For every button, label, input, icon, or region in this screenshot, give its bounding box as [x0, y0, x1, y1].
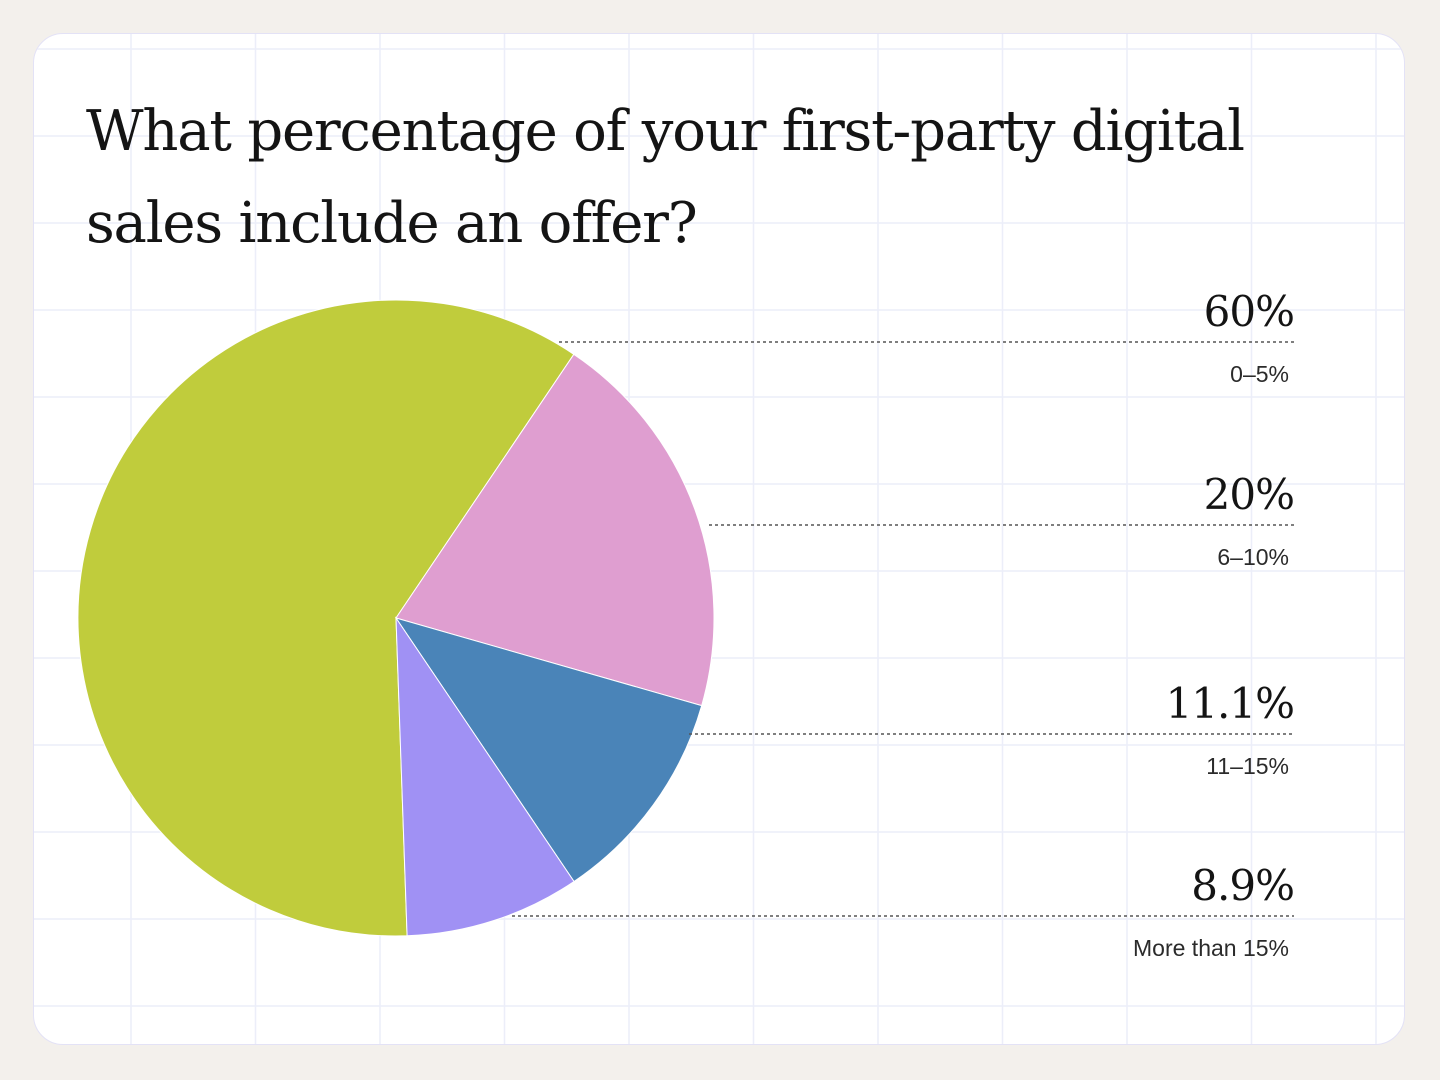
pie-slice [395, 353, 715, 707]
slice-category-label: 0–5% [1230, 361, 1289, 387]
slice-value-label: 11.1% [1166, 679, 1294, 728]
chart-card: What percentage of your first-party digi… [33, 33, 1405, 1045]
pie-slice [77, 299, 575, 937]
slice-category-label: 6–10% [1217, 544, 1289, 570]
slice-category-label: 11–15% [1206, 753, 1289, 779]
pie-slice [395, 616, 575, 937]
pie-slice [394, 617, 703, 883]
chart-title: What percentage of your first-party digi… [86, 99, 1245, 256]
slice-value-label: 60% [1204, 287, 1294, 336]
pie-chart: 60% 0–5% 20% 6–10% 11.1% 11–15% 8.9% More than … [77, 287, 1295, 961]
slice-category-label: More than 15% [1133, 935, 1289, 961]
background-grid [34, 34, 1404, 1044]
slice-value-label: 20% [1204, 470, 1294, 519]
slice-value-label: 8.9% [1191, 861, 1294, 910]
